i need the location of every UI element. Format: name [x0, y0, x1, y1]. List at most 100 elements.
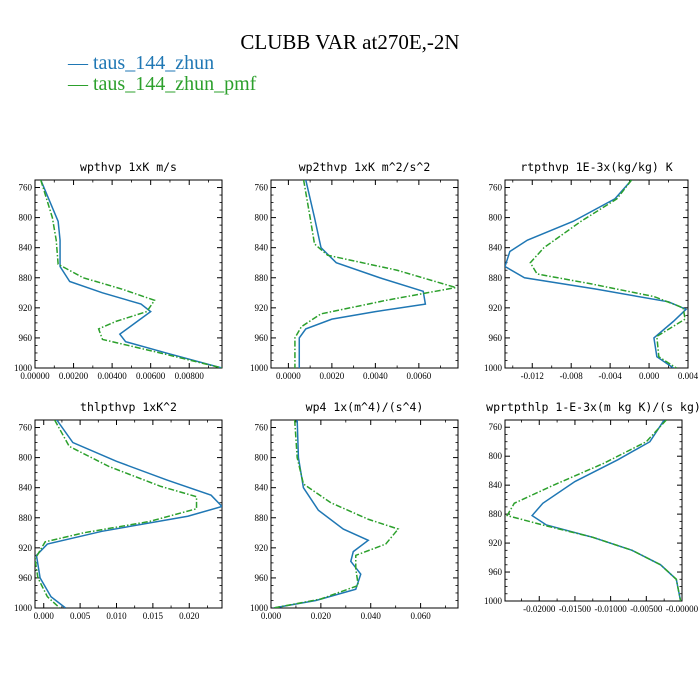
y-tick-label: 800: [255, 453, 269, 463]
y-tick-label: 840: [489, 243, 503, 253]
x-tick-label: 0.0000: [276, 371, 301, 381]
y-tick-label: 1000: [250, 363, 269, 373]
y-tick-label: 760: [489, 422, 503, 432]
x-tick-label: 0.000: [639, 371, 660, 381]
x-tick-label: 0.020: [311, 611, 332, 621]
y-tick-label: 840: [489, 480, 503, 490]
x-tick-label: 0.00600: [136, 371, 166, 381]
x-tick-label: -0.01500: [559, 604, 592, 614]
y-tick-label: 960: [489, 333, 503, 343]
y-tick-label: 840: [19, 243, 33, 253]
y-tick-label: 800: [489, 213, 503, 223]
y-tick-label: 960: [489, 567, 503, 577]
y-tick-label: 1000: [250, 603, 269, 613]
x-tick-label: 0.010: [106, 611, 127, 621]
y-tick-label: 960: [255, 573, 269, 583]
x-tick-label: 0.000: [34, 611, 55, 621]
y-tick-label: 760: [19, 423, 33, 433]
x-tick-label: 0.004: [678, 371, 699, 381]
panel-title: wpthvp 1xK m/s: [80, 160, 177, 174]
panel-title: wp2thvp 1xK m^2/s^2: [299, 160, 431, 174]
panel-title: wp4 1x(m^4)/(s^4): [306, 400, 424, 414]
series-line-zhun-pmf: [505, 420, 682, 601]
x-tick-label: -0.01000: [595, 604, 628, 614]
x-tick-label: 0.00800: [175, 371, 205, 381]
x-tick-label: -0.00000: [666, 604, 699, 614]
x-tick-label: 0.000: [261, 611, 282, 621]
legend-line-icon: —: [68, 52, 93, 74]
y-tick-label: 880: [489, 273, 503, 283]
x-tick-label: -0.00500: [630, 604, 663, 614]
y-tick-label: 800: [489, 451, 503, 461]
legend-item-zhun: — taus_144_zhun: [68, 52, 214, 75]
y-tick-label: 920: [489, 538, 503, 548]
y-tick-label: 760: [19, 183, 33, 193]
legend-item-zhun-pmf: — taus_144_zhun_pmf: [68, 73, 256, 96]
panel-2: wp2thvp 1xK m^2/s^2 760 800 840 880 920 960 100…: [250, 160, 459, 381]
y-tick-label: 800: [19, 213, 33, 223]
y-tick-label: 960: [19, 573, 33, 583]
figure-title: CLUBB VAR at270E,-2N: [240, 30, 460, 54]
y-tick-label: 920: [255, 303, 269, 313]
panel-1: wpthvp 1xK m/s76080084088092096010000.00…: [14, 160, 223, 381]
series-line-zhun-pmf: [273, 420, 400, 608]
y-tick-label: 920: [489, 303, 503, 313]
y-tick-label: 840: [19, 483, 33, 493]
x-tick-label: -0.004: [599, 371, 623, 381]
series-line-zhun: [505, 180, 688, 368]
y-tick-label: 760: [489, 183, 503, 193]
x-tick-label: -0.008: [560, 371, 584, 381]
y-tick-label: 880: [255, 513, 269, 523]
x-tick-label: 0.060: [410, 611, 431, 621]
plot-frame: [270, 179, 459, 369]
legend-label: taus_144_zhun: [93, 52, 215, 74]
plot-frame: [34, 419, 223, 609]
legend-label: taus_144_zhun_pmf: [93, 73, 257, 95]
plot-frame: [270, 419, 459, 609]
x-tick-label: 0.020: [179, 611, 200, 621]
series-line-zhun: [273, 420, 370, 608]
y-tick-label: 960: [255, 333, 269, 343]
series-line-zhun-pmf: [40, 180, 222, 368]
series-line-zhun: [35, 420, 222, 608]
y-tick-label: 920: [255, 543, 269, 553]
series-line-zhun: [298, 180, 427, 368]
x-tick-label: 0.00400: [97, 371, 127, 381]
x-tick-label: -0.02000: [523, 604, 556, 614]
panel-title: rtpthvp 1E-3x(kg/kg) K: [520, 160, 672, 174]
y-tick-label: 800: [19, 453, 33, 463]
x-tick-label: 0.00200: [59, 371, 89, 381]
series-line-zhun: [530, 420, 682, 601]
y-tick-label: 920: [19, 303, 33, 313]
x-tick-label: 0.00000: [20, 371, 50, 381]
plot-frame: [34, 179, 223, 369]
y-tick-label: 760: [255, 183, 269, 193]
plot-frame: [504, 179, 689, 369]
y-tick-label: 880: [19, 513, 33, 523]
series-line-zhun-pmf: [294, 180, 457, 368]
x-tick-label: 0.0060: [406, 371, 431, 381]
x-tick-label: 0.040: [361, 611, 382, 621]
y-tick-label: 1000: [484, 363, 503, 373]
y-tick-label: 880: [489, 509, 503, 519]
x-tick-label: -0.012: [521, 371, 544, 381]
y-tick-label: 880: [255, 273, 269, 283]
series-line-zhun-pmf: [35, 420, 198, 608]
y-tick-label: 1000: [14, 603, 33, 613]
y-tick-label: 840: [255, 483, 269, 493]
legend-line-icon: —: [68, 73, 93, 95]
y-tick-label: 1000: [14, 363, 33, 373]
x-tick-label: 0.0040: [363, 371, 388, 381]
y-tick-label: 760: [255, 423, 269, 433]
x-tick-label: 0.0020: [320, 371, 345, 381]
y-tick-label: 960: [19, 333, 33, 343]
y-tick-label: 920: [19, 543, 33, 553]
y-tick-label: 800: [255, 213, 269, 223]
panel-title: thlpthvp 1xK^2: [80, 400, 177, 414]
panel-5: wp4 1x(m^4)/(s^4)76080084088092096010000…: [250, 400, 459, 621]
y-tick-label: 880: [19, 273, 33, 283]
panel-title: wprtpthlp 1-E-3x(m kg K)/(s kg): [486, 400, 700, 414]
x-tick-label: 0.015: [143, 611, 164, 621]
plot-frame: [504, 419, 683, 602]
